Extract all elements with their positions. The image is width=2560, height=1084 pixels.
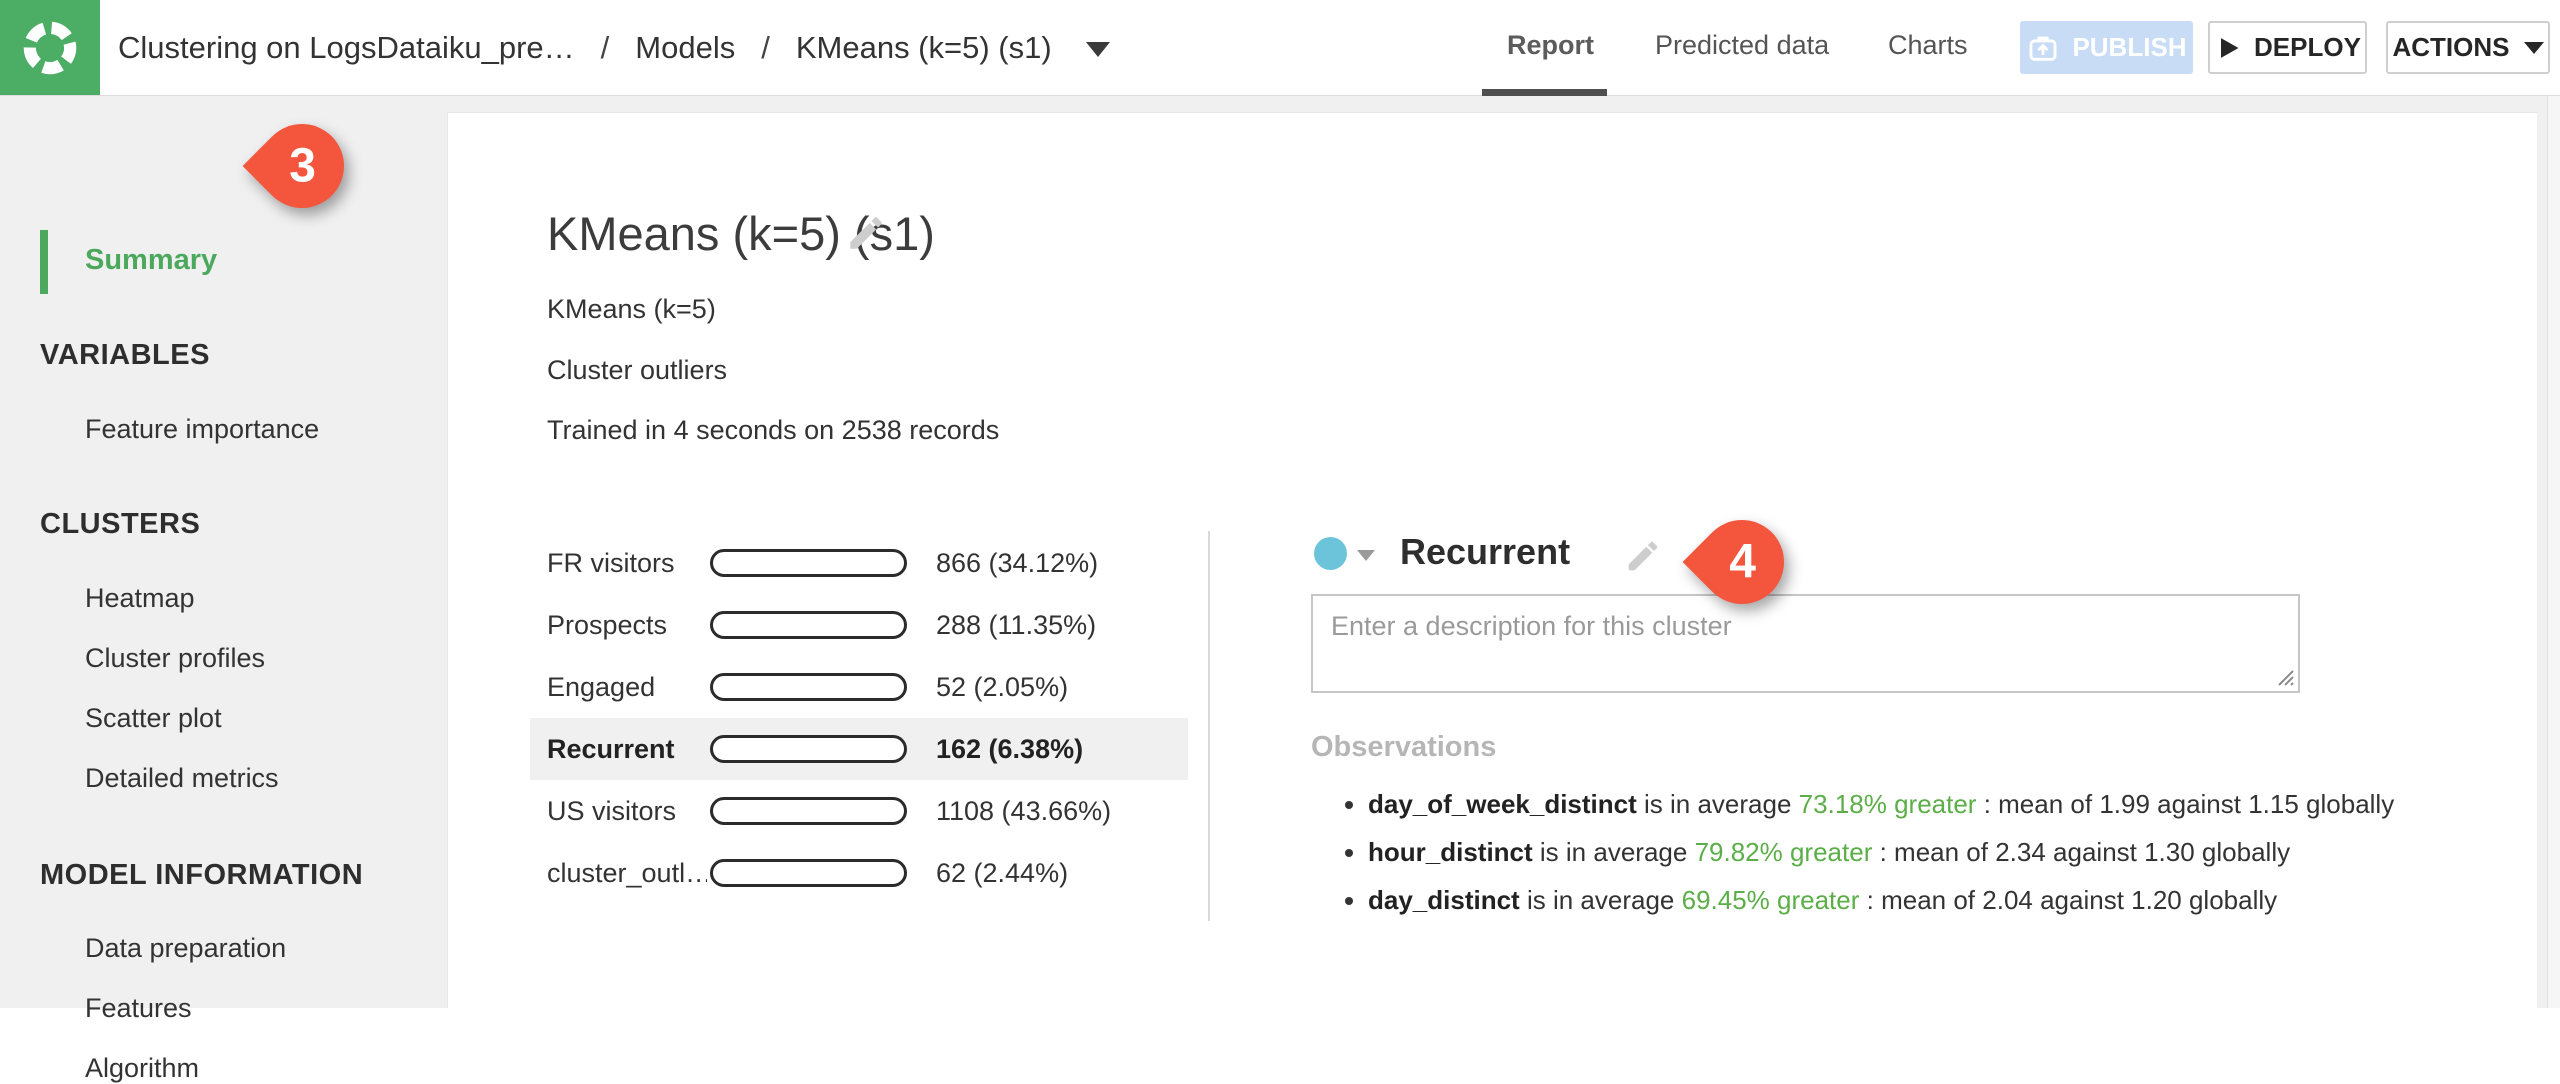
observation-connector: is in average bbox=[1644, 789, 1792, 819]
model-outliers: Cluster outliers bbox=[547, 355, 728, 385]
annotation-teardrop: 4 bbox=[1682, 502, 1802, 622]
observation-item: day_of_week_distinct is in average 73.18… bbox=[1368, 788, 2394, 821]
annotation-marker-3: 3 bbox=[242, 106, 362, 226]
sidebar-item-algorithm[interactable]: Algorithm bbox=[85, 1053, 200, 1083]
cluster-label: FR visitors bbox=[547, 548, 675, 578]
cluster-bar bbox=[710, 549, 907, 577]
breadcrumb-models[interactable]: Models bbox=[635, 29, 736, 65]
breadcrumb-model-name[interactable]: KMeans (k=5) (s1) bbox=[795, 29, 1052, 65]
tab-report[interactable]: Report bbox=[1507, 30, 1594, 60]
sidebar-item-features[interactable]: Features bbox=[85, 993, 192, 1023]
sidebar-item-heatmap[interactable]: Heatmap bbox=[85, 583, 195, 613]
report-sidebar: Summary VARIABLES Feature importance CLU… bbox=[0, 96, 447, 1083]
tab-predicted-data[interactable]: Predicted data bbox=[1655, 30, 1830, 60]
cluster-description-wrap bbox=[1311, 594, 2300, 693]
annotation-marker-4: 4 bbox=[1682, 502, 1802, 622]
sidebar-item-detailed-metrics[interactable]: Detailed metrics bbox=[85, 763, 279, 793]
cluster-value: 866 (34.12%) bbox=[936, 548, 1099, 578]
cluster-bar bbox=[710, 611, 907, 639]
vertical-scrollbar[interactable] bbox=[2547, 96, 2560, 1008]
tab-charts[interactable]: Charts bbox=[1888, 30, 1968, 60]
cluster-bar bbox=[710, 797, 907, 825]
annotation-teardrop: 3 bbox=[242, 106, 362, 226]
color-dropdown-caret-icon[interactable] bbox=[1357, 550, 1375, 561]
observation-connector: is in average bbox=[1526, 885, 1675, 915]
observation-detail: : mean of 2.34 against 1.30 globally bbox=[1879, 837, 2291, 867]
breadcrumb-separator: / bbox=[600, 29, 610, 65]
cluster-detail-name: Recurrent bbox=[1400, 531, 1571, 572]
cluster-value: 52 (2.05%) bbox=[936, 672, 1069, 702]
top-header: Clustering on LogsDataiku_pre… / Models … bbox=[0, 0, 2560, 96]
cluster-row-recurrent[interactable]: Recurrent 162 (6.38%) bbox=[530, 718, 1188, 780]
cluster-row-outliers[interactable]: cluster_outl… 62 (2.44%) bbox=[530, 842, 1188, 904]
cluster-value: 288 (11.35%) bbox=[936, 610, 1097, 640]
cluster-row-us-visitors[interactable]: US visitors 1108 (43.66%) bbox=[530, 780, 1188, 842]
cluster-value: 1108 (43.66%) bbox=[936, 796, 1112, 826]
cluster-label: Prospects bbox=[547, 610, 668, 640]
observations-title: Observations bbox=[1311, 731, 1497, 763]
observation-feature: day_distinct bbox=[1368, 885, 1520, 915]
observation-feature: hour_distinct bbox=[1368, 837, 1533, 867]
model-dropdown-caret-icon[interactable] bbox=[1085, 42, 1110, 57]
sidebar-item-summary[interactable]: Summary bbox=[85, 244, 218, 276]
deploy-button[interactable]: DEPLOY bbox=[2208, 21, 2367, 74]
actions-caret-icon bbox=[2523, 41, 2544, 54]
observation-highlight: 79.82% greater bbox=[1694, 837, 1873, 867]
cluster-description-input[interactable] bbox=[1311, 594, 2300, 693]
actions-label: ACTIONS bbox=[2392, 32, 2510, 62]
observation-highlight: 73.18% greater bbox=[1798, 789, 1977, 819]
deploy-label: DEPLOY bbox=[2254, 32, 2361, 62]
cluster-label: Recurrent bbox=[547, 734, 675, 764]
sidebar-section-variables: VARIABLES bbox=[40, 339, 210, 371]
breadcrumb-separator: / bbox=[761, 29, 770, 65]
observation-feature: day_of_week_distinct bbox=[1368, 789, 1637, 819]
annotation-number: 4 bbox=[1728, 535, 1756, 589]
annotation-number: 3 bbox=[288, 139, 316, 193]
resize-grip-icon[interactable] bbox=[2272, 664, 2296, 688]
model-algorithm: KMeans (k=5) bbox=[547, 294, 716, 324]
observation-highlight: 69.45% greater bbox=[1681, 885, 1860, 915]
cluster-row-prospects[interactable]: Prospects 288 (11.35%) bbox=[530, 594, 1188, 656]
publish-button[interactable]: PUBLISH bbox=[2020, 21, 2193, 74]
cluster-row-fr-visitors[interactable]: FR visitors 866 (34.12%) bbox=[530, 532, 1188, 594]
sidebar-section-clusters: CLUSTERS bbox=[40, 508, 201, 540]
vertical-divider bbox=[1208, 531, 1210, 921]
observation-detail: : mean of 1.99 against 1.15 globally bbox=[1983, 789, 2395, 819]
sidebar-section-model-information: MODEL INFORMATION bbox=[40, 859, 364, 891]
cluster-value: 162 (6.38%) bbox=[936, 734, 1084, 764]
cluster-bar bbox=[710, 859, 907, 887]
publish-label: PUBLISH bbox=[2072, 32, 2187, 62]
breadcrumb: Clustering on LogsDataiku_pre… / Models … bbox=[118, 0, 1110, 95]
sidebar-item-cluster-profiles[interactable]: Cluster profiles bbox=[85, 643, 266, 673]
play-icon bbox=[2221, 37, 2239, 58]
observation-item: day_distinct is in average 69.45% greate… bbox=[1368, 884, 2394, 917]
observations-list: day_of_week_distinct is in average 73.18… bbox=[1368, 788, 2394, 932]
segmented-ring-icon bbox=[23, 21, 77, 74]
cluster-label: cluster_outl… bbox=[547, 858, 707, 888]
active-tab-underline bbox=[1482, 89, 1607, 96]
publish-icon bbox=[2029, 36, 2057, 61]
edit-cluster-name-pencil-icon[interactable] bbox=[1624, 537, 1662, 575]
cluster-label: US visitors bbox=[547, 796, 677, 826]
cluster-bar bbox=[710, 735, 907, 763]
cluster-color-dot[interactable] bbox=[1314, 537, 1347, 570]
actions-button[interactable]: ACTIONS bbox=[2386, 21, 2550, 74]
cluster-row-engaged[interactable]: Engaged 52 (2.05%) bbox=[530, 656, 1188, 718]
observation-connector: is in average bbox=[1539, 837, 1688, 867]
active-item-indicator bbox=[40, 230, 48, 294]
sidebar-item-data-preparation[interactable]: Data preparation bbox=[85, 933, 287, 963]
observation-item: hour_distinct is in average 79.82% great… bbox=[1368, 836, 2394, 869]
dataiku-logo[interactable] bbox=[0, 0, 100, 95]
cluster-bar bbox=[710, 673, 907, 701]
cluster-label: Engaged bbox=[547, 672, 656, 702]
model-training-info: Trained in 4 seconds on 2538 records bbox=[547, 415, 1000, 445]
edit-title-pencil-icon[interactable] bbox=[845, 212, 887, 254]
cluster-value: 62 (2.44%) bbox=[936, 858, 1069, 888]
sidebar-item-feature-importance[interactable]: Feature importance bbox=[85, 414, 320, 444]
sidebar-item-scatter-plot[interactable]: Scatter plot bbox=[85, 703, 222, 733]
observation-detail: : mean of 2.04 against 1.20 globally bbox=[1866, 885, 2278, 915]
breadcrumb-project[interactable]: Clustering on LogsDataiku_pre… bbox=[118, 29, 575, 65]
